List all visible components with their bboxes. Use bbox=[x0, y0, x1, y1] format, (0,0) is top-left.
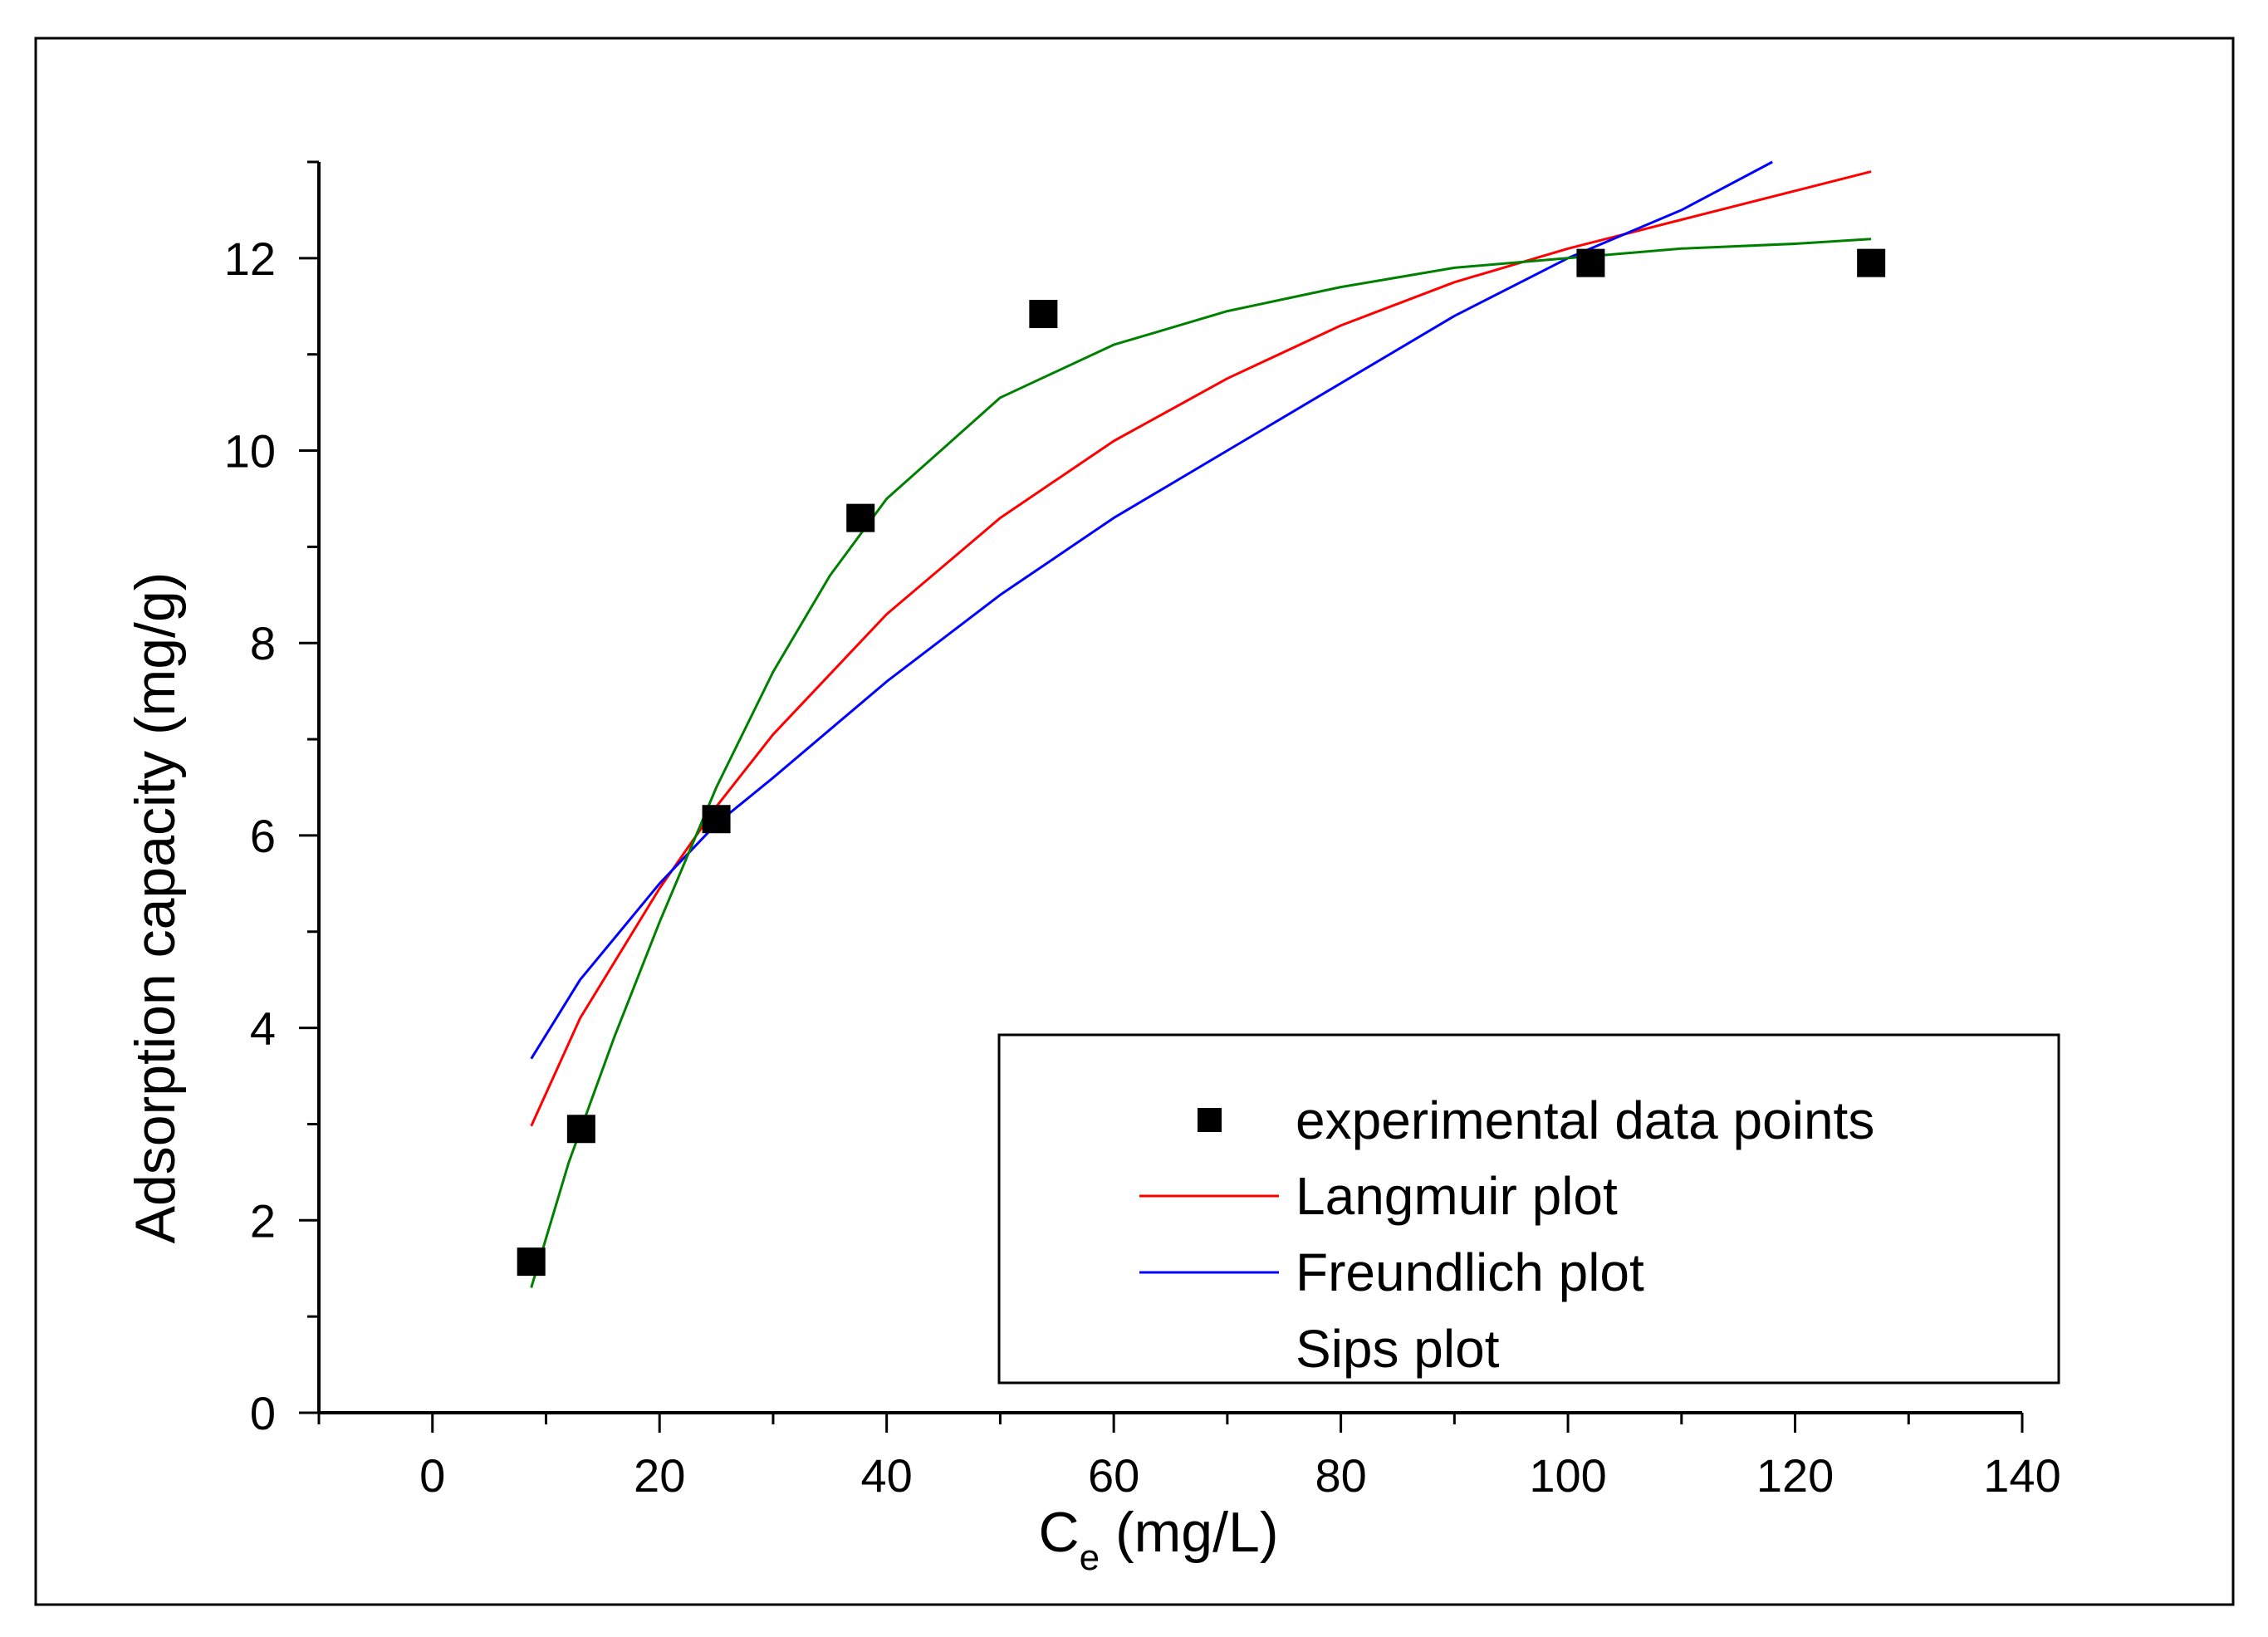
x-tick-label: 0 bbox=[419, 1449, 445, 1502]
x-tick-label: 20 bbox=[634, 1449, 685, 1502]
data-point bbox=[702, 805, 731, 834]
data-points bbox=[517, 248, 1886, 1277]
x-tick-label: 140 bbox=[1983, 1449, 2060, 1502]
langmuir-plot-line bbox=[530, 170, 1872, 1127]
fit-lines bbox=[530, 160, 1872, 1288]
x-axis-label-main: C bbox=[1039, 1501, 1080, 1564]
y-tick-label: 8 bbox=[250, 617, 276, 669]
x-axis-label: Ce (mg/L) bbox=[1039, 1501, 1279, 1578]
y-tick-label: 10 bbox=[224, 425, 276, 478]
y-tick-label: 6 bbox=[250, 810, 276, 862]
legend-label-freundlich: Freundlich plot bbox=[1296, 1242, 1644, 1302]
legend-label-experimental: experimental data points bbox=[1296, 1091, 1874, 1150]
legend-label-sips: Sips plot bbox=[1296, 1319, 1500, 1379]
sips-plot-line bbox=[530, 238, 1872, 1288]
data-point bbox=[517, 1247, 546, 1277]
x-axis-label-subscript: e bbox=[1080, 1537, 1100, 1578]
data-point bbox=[846, 503, 875, 532]
x-axis-label-unit: (mg/L) bbox=[1100, 1501, 1278, 1564]
freundlich-plot-line bbox=[530, 160, 1773, 1060]
data-point bbox=[1857, 248, 1886, 277]
data-point bbox=[566, 1115, 595, 1144]
x-tick-label: 80 bbox=[1315, 1449, 1366, 1502]
y-tick-label: 0 bbox=[250, 1387, 276, 1439]
data-point bbox=[1029, 300, 1058, 329]
x-tick-label: 40 bbox=[861, 1449, 913, 1502]
y-tick-label: 2 bbox=[250, 1194, 276, 1247]
x-tick-label: 100 bbox=[1529, 1449, 1606, 1502]
legend: experimental data points Langmuir plot F… bbox=[997, 1033, 2060, 1385]
tick-labels: 0 20 40 60 80 100 120 140 0 2 4 6 8 10 12 bbox=[224, 233, 2061, 1502]
x-tick-label: 120 bbox=[1756, 1449, 1834, 1502]
axes bbox=[299, 160, 2024, 1433]
y-tick-label: 12 bbox=[224, 233, 276, 285]
y-tick-label: 4 bbox=[250, 1002, 276, 1055]
y-axis-label: Adsorption capacity (mg/g) bbox=[124, 572, 187, 1244]
legend-box bbox=[997, 1033, 2060, 1385]
data-point bbox=[1576, 248, 1605, 277]
legend-label-langmuir: Langmuir plot bbox=[1296, 1166, 1618, 1226]
legend-marker-experimental bbox=[1198, 1108, 1222, 1132]
x-tick-label: 60 bbox=[1088, 1449, 1139, 1502]
